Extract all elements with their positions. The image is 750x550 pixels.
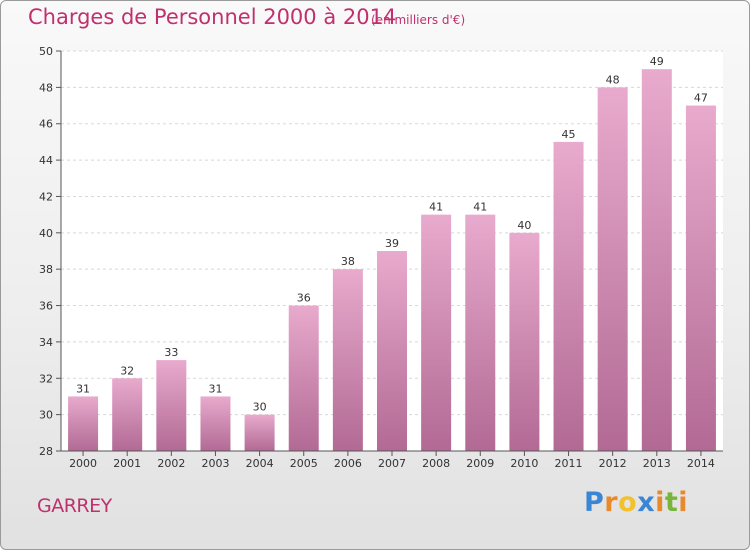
x-tick-label: 2005 bbox=[290, 457, 318, 470]
logo-letter: t bbox=[664, 487, 679, 518]
bar bbox=[112, 378, 143, 451]
x-tick-label: 2000 bbox=[69, 457, 97, 470]
x-tick-label: 2010 bbox=[510, 457, 538, 470]
y-tick-label: 32 bbox=[39, 372, 53, 385]
x-tick-label: 2002 bbox=[157, 457, 185, 470]
y-tick-label: 46 bbox=[39, 118, 53, 131]
x-tick-label: 2007 bbox=[378, 457, 406, 470]
y-tick-label: 38 bbox=[39, 263, 53, 276]
bar-value-label: 48 bbox=[606, 73, 620, 86]
logo-letter: i bbox=[655, 487, 665, 518]
logo-letter: P bbox=[584, 487, 605, 518]
bar bbox=[553, 141, 584, 451]
y-tick-label: 50 bbox=[39, 45, 53, 58]
y-tick-label: 34 bbox=[39, 336, 53, 349]
bar-value-label: 33 bbox=[164, 346, 178, 359]
bar bbox=[597, 87, 628, 451]
proxiti-logo: Proxiti bbox=[584, 487, 688, 518]
bar bbox=[288, 305, 319, 451]
bar-value-label: 47 bbox=[694, 92, 708, 105]
bar-value-label: 31 bbox=[76, 382, 90, 395]
logo-letter: r bbox=[604, 487, 619, 518]
bar bbox=[156, 360, 187, 451]
bar-value-label: 30 bbox=[253, 401, 267, 414]
y-tick-label: 28 bbox=[39, 445, 53, 458]
chart-title: Charges de Personnel 2000 à 2014 bbox=[28, 5, 397, 29]
bar bbox=[377, 251, 407, 451]
bar bbox=[509, 232, 540, 451]
x-tick-label: 2013 bbox=[643, 457, 671, 470]
logo-letter: i bbox=[678, 487, 689, 518]
bar bbox=[332, 269, 363, 451]
y-tick-label: 44 bbox=[39, 154, 53, 167]
chart-subtitle: (en milliers d'€) bbox=[371, 13, 466, 27]
bar bbox=[685, 105, 716, 451]
x-tick-label: 2009 bbox=[466, 457, 494, 470]
bar bbox=[244, 414, 275, 451]
bar-value-label: 32 bbox=[120, 364, 134, 377]
x-tick-label: 2011 bbox=[555, 457, 583, 470]
bar-value-label: 36 bbox=[297, 292, 311, 305]
y-tick-label: 30 bbox=[39, 409, 53, 422]
x-tick-label: 2003 bbox=[201, 457, 229, 470]
x-tick-label: 2004 bbox=[246, 457, 274, 470]
y-tick-label: 42 bbox=[39, 190, 53, 203]
bar bbox=[641, 69, 672, 451]
bar bbox=[465, 214, 496, 451]
bar-value-label: 49 bbox=[650, 55, 664, 68]
x-tick-label: 2006 bbox=[334, 457, 362, 470]
logo-letter: o bbox=[618, 487, 638, 518]
x-tick-label: 2001 bbox=[113, 457, 141, 470]
bar-value-label: 38 bbox=[341, 255, 355, 268]
bar bbox=[421, 214, 452, 451]
bar bbox=[68, 396, 99, 451]
y-tick-label: 36 bbox=[39, 300, 53, 313]
bar-value-label: 41 bbox=[429, 201, 443, 214]
x-tick-label: 2008 bbox=[422, 457, 450, 470]
logo-letter: x bbox=[637, 487, 656, 518]
bar-value-label: 39 bbox=[385, 237, 399, 250]
bar-value-label: 41 bbox=[473, 201, 487, 214]
x-tick-label: 2012 bbox=[599, 457, 627, 470]
x-tick-label: 2014 bbox=[687, 457, 715, 470]
commune-name: GARREY bbox=[37, 495, 112, 517]
y-tick-label: 48 bbox=[39, 81, 53, 94]
bar bbox=[200, 396, 231, 451]
bar-value-label: 40 bbox=[517, 219, 531, 232]
y-tick-label: 40 bbox=[39, 227, 53, 240]
bar-value-label: 31 bbox=[208, 382, 222, 395]
bar-value-label: 45 bbox=[562, 128, 576, 141]
